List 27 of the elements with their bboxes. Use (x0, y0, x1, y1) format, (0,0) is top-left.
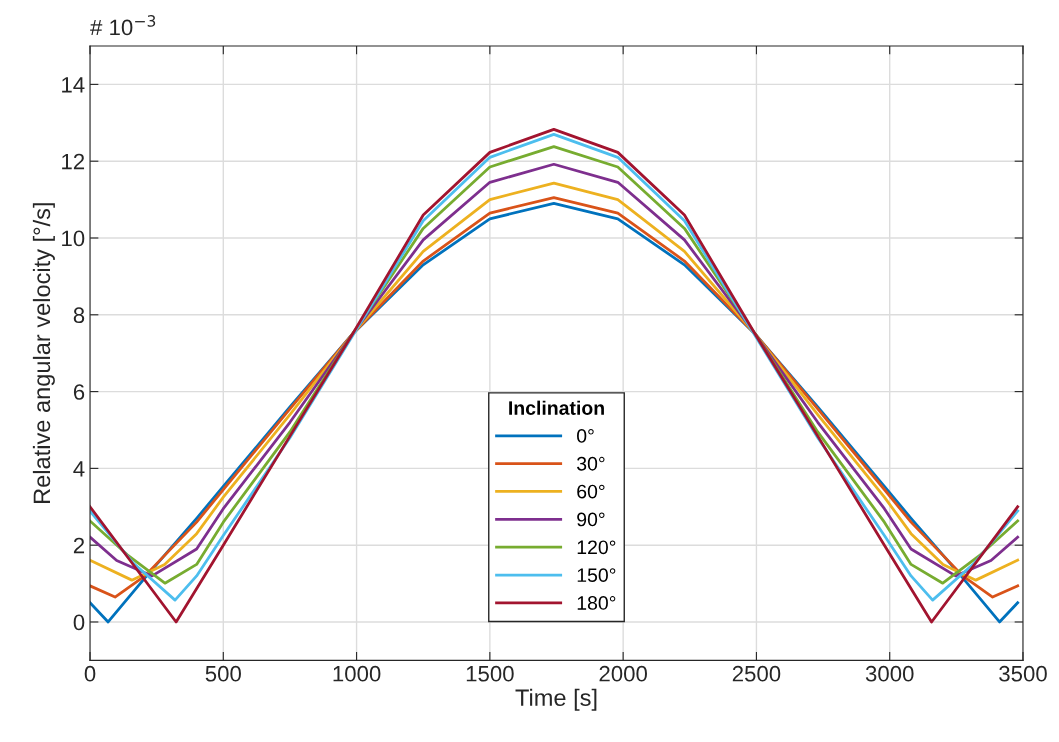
x-tick-label: 1500 (466, 665, 514, 682)
text: # 10$^{−3}$ (90, 15, 156, 36)
y-tick-label: 8 (73, 307, 85, 324)
y-tick-label: 2 (73, 537, 85, 554)
legend-label: 120° (577, 540, 616, 555)
y-tick-label: 0 (73, 614, 85, 631)
legend-label: 180° (577, 596, 616, 610)
y-axis-title: Relative angular velocity [°/s] (32, 203, 55, 503)
legend-label: 90° (577, 512, 605, 527)
y-tick-label: 12 (62, 153, 85, 170)
legend-label: 150° (577, 568, 616, 583)
x-axis-title: Time [s] (515, 688, 597, 711)
y-tick-label: 4 (73, 461, 85, 477)
legend-label: 60° (577, 484, 605, 499)
x-tick-label: 2000 (599, 665, 647, 682)
x-tick-label: 500 (205, 665, 241, 682)
x-tick-label: 1000 (333, 665, 381, 682)
y-tick-label: 10 (62, 230, 85, 247)
x-tick-label: 3500 (999, 665, 1047, 682)
y-tick-label: 14 (62, 77, 85, 93)
x-tick-label: 3000 (865, 665, 914, 682)
legend-label: 0° (577, 429, 594, 443)
x-tick-label: 0 (84, 665, 96, 682)
legend-label: 30° (577, 456, 605, 471)
x-tick-label: 2500 (732, 665, 781, 682)
y-tick-label: 6 (73, 384, 85, 400)
legend-title: Inclination (509, 400, 604, 415)
